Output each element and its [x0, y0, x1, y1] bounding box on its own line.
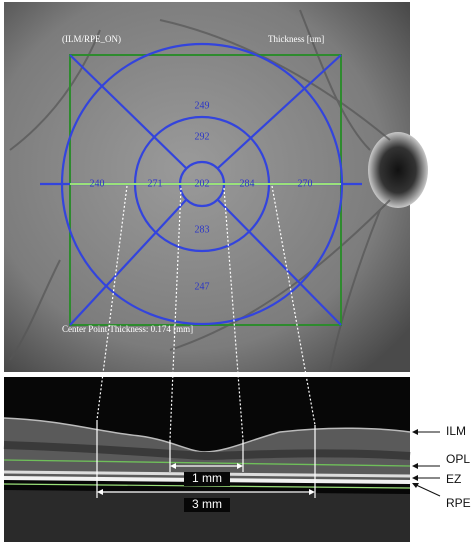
layer-arrowheads — [412, 429, 419, 488]
sector-value: 292 — [195, 131, 210, 142]
scale-label: 3 mm — [192, 497, 222, 511]
scale-lines — [96, 420, 316, 498]
scale-label: 1 mm — [192, 471, 222, 485]
sector-value: 249 — [195, 100, 210, 111]
center-point: Center Point Thickness: 0.174 [mm] — [62, 324, 193, 334]
sector-value: 284 — [240, 178, 255, 189]
layer-label: RPE — [446, 496, 471, 510]
sector-value: 283 — [195, 224, 210, 235]
layer-label: ILM — [446, 424, 466, 438]
layer-arrows — [413, 431, 441, 497]
etdrs-grid — [40, 42, 362, 326]
scale-arrowheads — [97, 463, 315, 495]
sector-value: 202 — [195, 178, 210, 189]
vessels — [9, 9, 391, 371]
sector-value: 247 — [195, 281, 210, 292]
label-bg — [184, 472, 230, 486]
sector-value: 271 — [148, 178, 163, 189]
layer-label: EZ — [446, 472, 461, 486]
thickness-unit: Thickness [um] — [268, 34, 324, 44]
retina-layers — [3, 417, 411, 542]
optic-disc — [368, 132, 428, 208]
label-bg — [184, 498, 230, 512]
layer-label: OPL — [446, 452, 470, 466]
protocol: (ILM/RPE_ON) — [62, 34, 121, 44]
sector-value: 270 — [298, 178, 313, 189]
projection-lines — [96, 185, 316, 441]
sector-value: 240 — [90, 178, 105, 189]
